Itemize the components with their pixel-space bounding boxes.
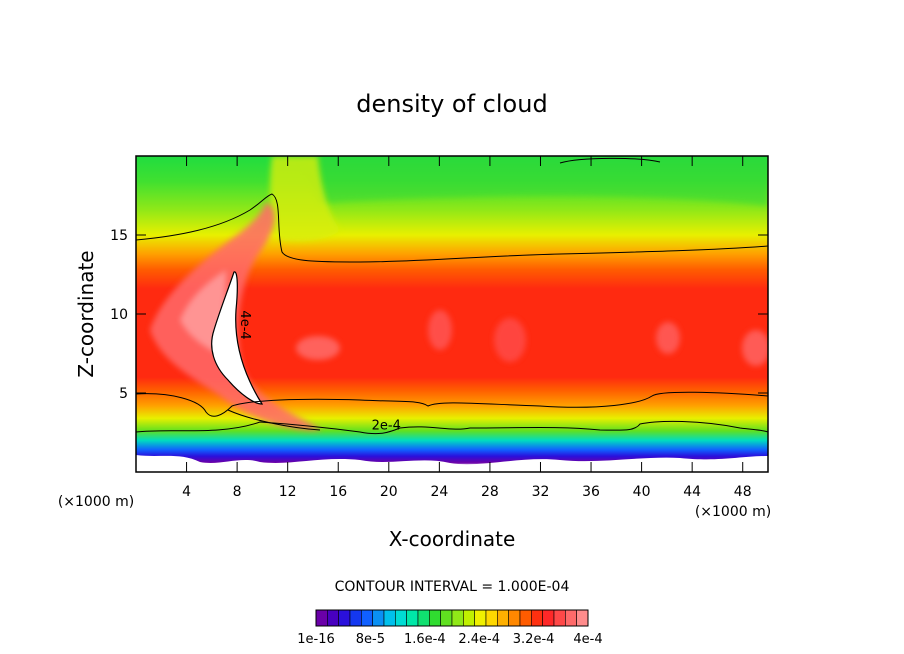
colorbar-swatch (463, 609, 475, 627)
colorbar-swatch (485, 609, 498, 627)
colorbar-swatch (451, 609, 464, 627)
colorbar-tick-label: 2.4e-4 (458, 632, 500, 647)
x-tick-label: 32 (532, 484, 550, 500)
colorbar-swatch (542, 609, 555, 627)
colorbar-tick-label: 1.6e-4 (404, 632, 446, 647)
colorbar-swatch (372, 609, 385, 627)
colorbar-swatch (327, 609, 339, 627)
colorbar-swatch (531, 609, 543, 627)
pink-blob (428, 310, 452, 350)
y-tick-label: 15 (110, 228, 128, 244)
x-tick-label: 4 (182, 484, 191, 500)
contour-labels: 4e-4 2e-4 (237, 310, 401, 433)
upper-green-region (136, 156, 768, 206)
colorbar-swatch (395, 609, 407, 627)
pink-blob (494, 318, 526, 362)
y-tick-label: 10 (110, 307, 128, 323)
colorbar-frame (315, 609, 589, 627)
y-axis: 5 10 15 (110, 228, 768, 402)
contour-interval-text: CONTOUR INTERVAL = 1.000E-04 (335, 579, 570, 595)
colorbar-swatch (361, 609, 373, 627)
background-gradient (136, 156, 768, 472)
x-tick-label: 24 (430, 484, 448, 500)
y-tick-label: 5 (119, 386, 128, 402)
colorbar-swatch (417, 609, 430, 627)
contour-line-plume-edge (227, 409, 321, 431)
y-axis-label: Z-coordinate (74, 250, 98, 377)
colorbar-swatch (406, 609, 419, 627)
pink-blob (296, 336, 340, 360)
colorbar-tick-label: 3.2e-4 (513, 632, 555, 647)
colorbar-swatch (338, 609, 351, 627)
colorbar-swatch (349, 609, 362, 627)
colorbar-tick-label: 1e-16 (297, 632, 335, 647)
plume-yellow-tongue (270, 156, 340, 242)
colorbar-swatch (553, 609, 566, 627)
pink-blob (656, 322, 680, 354)
colorbar-swatch (315, 609, 328, 627)
x-tick-label: 8 (233, 484, 242, 500)
x-tick-label: 44 (683, 484, 701, 500)
colorbar (315, 609, 589, 627)
colorbar-swatch (497, 609, 509, 627)
contour-line-upper (136, 193, 768, 263)
contour-label: 2e-4 (372, 418, 401, 433)
x-tick-label: 28 (481, 484, 499, 500)
x-tick-label: 40 (633, 484, 651, 500)
colorbar-swatch (508, 609, 521, 627)
colorbar-swatch (576, 609, 589, 627)
x-axis-label: X-coordinate (389, 527, 516, 551)
colorbar-swatch (383, 609, 396, 627)
chart-title: density of cloud (356, 90, 547, 118)
x-tick-label: 16 (329, 484, 347, 500)
x-tick-label: 48 (734, 484, 752, 500)
colorbar-swatch (429, 609, 441, 627)
colorbar-tick-label: 8e-5 (356, 632, 385, 647)
x-unit-left: (×1000 m) (58, 494, 134, 510)
contour-line-top (559, 157, 661, 164)
contour-field (136, 156, 768, 472)
colorbar-swatch (440, 609, 453, 627)
max-density-region (211, 271, 264, 405)
x-tick-label: 36 (582, 484, 600, 500)
x-tick-label: 20 (380, 484, 398, 500)
colorbar-swatch (474, 609, 487, 627)
x-tick-label: 12 (279, 484, 297, 500)
x-axis: 4 8 12 16 20 24 28 32 36 40 44 48 (182, 156, 752, 500)
x-unit-right: (×1000 m) (695, 504, 771, 520)
pink-blob (742, 330, 768, 366)
lower-purple-fringe (136, 455, 768, 472)
colorbar-swatch (519, 609, 532, 627)
contour-label: 4e-4 (237, 310, 252, 339)
colorbar-swatch (565, 609, 577, 627)
colorbar-tick-labels: 1e-16 8e-5 1.6e-4 2.4e-4 3.2e-4 4e-4 (297, 632, 602, 647)
contour-line-lower (136, 391, 768, 417)
colorbar-tick-label: 4e-4 (573, 632, 602, 647)
